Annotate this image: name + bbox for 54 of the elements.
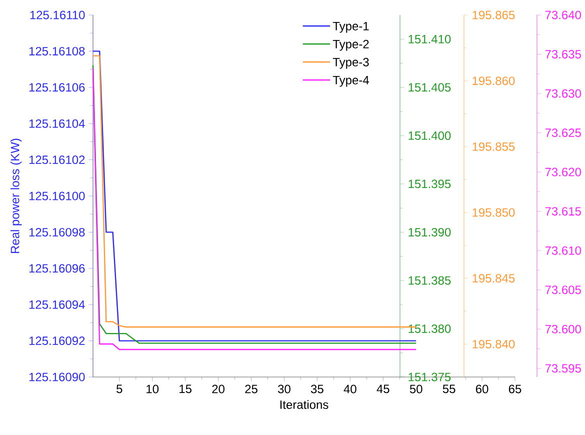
- y-tick-label: 73.640: [545, 10, 581, 20]
- y-tick-label: 125.16110: [30, 10, 85, 20]
- y2-tick-label: 151.375: [408, 372, 451, 382]
- y-tick-label: 125.16096: [29, 264, 85, 273]
- x-tick-label: 10: [146, 384, 159, 394]
- y3-tick-label: 195.845: [472, 274, 515, 283]
- y2-tick-label: 151.395: [408, 180, 451, 188]
- y2-tick-label: 151.400: [408, 131, 451, 140]
- x-tick-label: 35: [310, 384, 324, 394]
- x-tick-label: 40: [344, 384, 356, 394]
- x-tick-label: 60: [476, 384, 488, 394]
- x-tick-label: 25: [245, 384, 258, 394]
- x-tick-label: 30: [278, 384, 290, 394]
- x-tick-label: 50: [410, 384, 422, 394]
- y-tick-label: 73.625: [545, 128, 581, 138]
- y-tick-label: 125.16098: [29, 228, 85, 236]
- y3-tick-label: 195.865: [472, 10, 515, 20]
- x-tick-label: 15: [180, 384, 192, 394]
- x-tick-label: 5: [116, 384, 122, 394]
- legend-label: Type-3: [332, 58, 369, 69]
- y-tick-label: 125.16090: [29, 372, 85, 382]
- x-tick-label: 65: [508, 384, 522, 394]
- y-tick-label: 73.600: [545, 324, 581, 334]
- legend-label: Type-1: [332, 22, 369, 33]
- y-tick-label: 73.610: [545, 246, 581, 255]
- x-tick-label: 20: [212, 384, 224, 394]
- y-tick-label: 125.16092: [29, 336, 85, 346]
- y-tick-label: 125.16108: [29, 46, 85, 56]
- legend-label: Type-4: [332, 76, 369, 87]
- y2-tick-label: 151.405: [408, 83, 451, 92]
- y-tick-label: 125.16094: [29, 300, 85, 309]
- y2-tick-label: 151.410: [408, 34, 451, 44]
- y-axis-title: Real power loss (KW): [10, 138, 22, 254]
- x-axis-title: Iterations: [280, 400, 328, 409]
- y3-tick-label: 195.850: [472, 208, 515, 217]
- y-tick-label: 73.620: [545, 168, 581, 176]
- y2-tick-label: 151.385: [408, 276, 451, 285]
- y-tick-label: 73.635: [545, 50, 581, 59]
- y-tick-label: 73.630: [545, 89, 581, 98]
- y3-tick-label: 195.860: [472, 76, 515, 86]
- y-tick-label: 125.16106: [29, 83, 85, 92]
- x-tick-label: 55: [442, 384, 456, 394]
- x-tick-label: 45: [376, 384, 390, 394]
- y3-tick-label: 195.840: [472, 340, 515, 348]
- y-tick-label: 125.16102: [29, 156, 85, 164]
- y-tick-label: 125.16104: [29, 119, 85, 128]
- legend-label: Type-2: [332, 40, 369, 51]
- y-tick-label: 73.595: [545, 364, 581, 373]
- y-tick-label: 125.16100: [29, 192, 85, 200]
- y2-tick-label: 151.380: [408, 324, 451, 333]
- y-tick-label: 73.615: [545, 207, 581, 216]
- y2-tick-label: 151.390: [408, 228, 451, 236]
- y3-tick-label: 195.855: [472, 142, 515, 151]
- y-tick-label: 73.605: [545, 286, 581, 294]
